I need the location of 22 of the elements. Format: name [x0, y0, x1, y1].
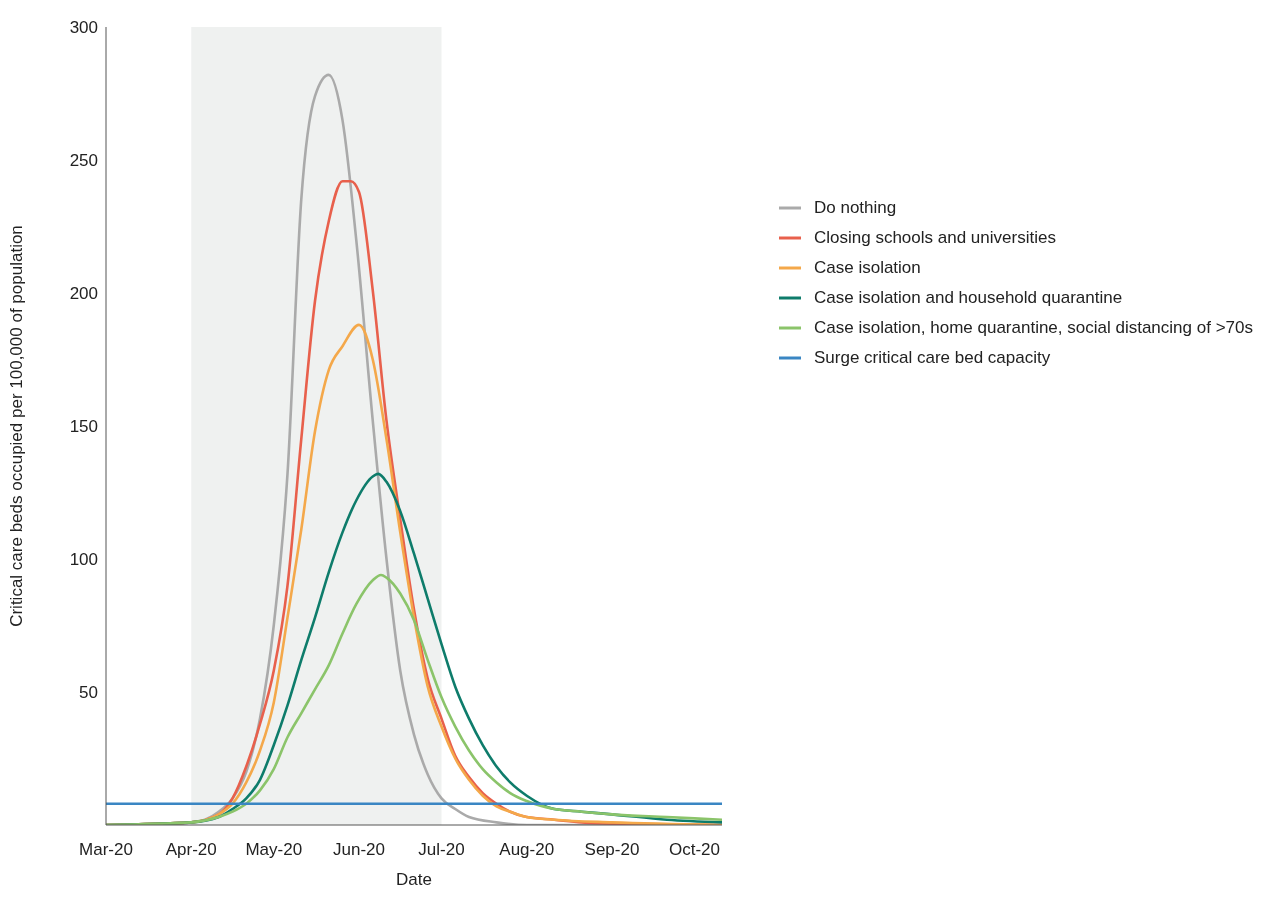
x-tick-label: Aug-20 [499, 840, 555, 860]
x-tick-label: Oct-20 [668, 840, 721, 860]
legend-label: Do nothing [814, 198, 897, 218]
y-tick-label: 150 [69, 417, 98, 437]
x-tick-label: Jul-20 [418, 840, 465, 860]
legend-label: Closing schools and universities [814, 228, 1056, 248]
y-axis-title: Critical care beds occupied per 100,000 of population [7, 225, 27, 627]
x-tick-label: Mar-20 [79, 840, 133, 860]
x-tick-label: May-20 [245, 840, 303, 860]
legend-label: Case isolation [814, 258, 921, 278]
x-tick-label: Apr-20 [165, 840, 217, 860]
y-tick-label: 250 [69, 151, 98, 171]
x-tick-label: Jun-20 [333, 840, 385, 860]
legend-label: Surge critical care bed capacity [814, 348, 1051, 368]
y-tick-label: 100 [69, 550, 98, 570]
legend-label: Case isolation, home quarantine, social distancing of >70s [814, 318, 1253, 338]
y-tick-label: 50 [79, 683, 98, 703]
y-tick-label: 300 [69, 18, 98, 38]
x-tick-label: Sep-20 [584, 840, 640, 860]
x-axis-title: Date [396, 870, 432, 889]
legend-label: Case isolation and household quarantine [814, 288, 1123, 308]
y-tick-label: 200 [69, 284, 98, 304]
